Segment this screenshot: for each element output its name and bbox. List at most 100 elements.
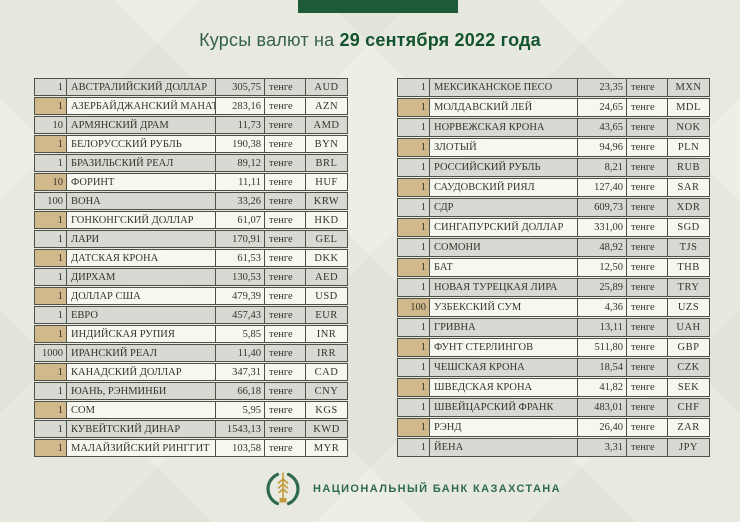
currency-name-cell: ЧЕШСКАЯ КРОНА (429, 359, 577, 376)
rate-cell: 190,38 (215, 136, 264, 152)
rate-cell: 305,75 (215, 79, 264, 95)
currency-name-cell: ФОРИНТ (66, 174, 215, 190)
currency-name-cell: ЕВРО (66, 307, 215, 323)
currency-name-cell: МЕКСИКАНСКОЕ ПЕСО (429, 79, 577, 96)
footer: НАЦИОНАЛЬНЫЙ БАНК КАЗАХСТАНА (264, 470, 561, 508)
rate-cell: 61,53 (215, 250, 264, 266)
quantity-cell: 1 (35, 440, 66, 456)
rate-cell: 11,40 (215, 345, 264, 361)
unit-cell: тенге (264, 174, 305, 190)
unit-cell: тенге (264, 383, 305, 399)
unit-cell: тенге (264, 250, 305, 266)
rate-cell: 11,11 (215, 174, 264, 190)
quantity-cell: 1 (35, 402, 66, 418)
code-cell: IRR (305, 345, 347, 361)
quantity-cell: 1 (420, 402, 426, 413)
table-row: 10 ФОРИНТ 11,11 тенге HUF (34, 173, 348, 191)
rate-cell: 331,00 (577, 219, 626, 236)
code-cell: UAH (667, 319, 709, 336)
currency-name-cell: РЭНД (429, 419, 577, 436)
rate-cell: 61,07 (215, 212, 264, 228)
quantity-cell: 1 (35, 98, 66, 114)
quantity-cell: 10 (52, 119, 64, 131)
table-row: 1 ШВЕДСКАЯ КРОНА 41,82 тенге SEK (397, 378, 710, 397)
currency-name-cell: КАНАДСКИЙ ДОЛЛАР (66, 364, 215, 380)
currency-name-cell: ВОНА (66, 193, 215, 209)
table-row: 1 ЧЕШСКАЯ КРОНА 18,54 тенге CZK (397, 358, 710, 377)
unit-cell: тенге (626, 99, 667, 116)
code-cell: BRL (305, 155, 347, 171)
quantity-cell: 1 (420, 282, 426, 293)
table-row: 1 СДР 609,73 тенге XDR (397, 198, 710, 217)
currency-name-cell: ДИРХАМ (66, 269, 215, 285)
code-cell: GEL (305, 231, 347, 247)
code-cell: EUR (305, 307, 347, 323)
rate-cell: 23,35 (577, 79, 626, 96)
unit-cell: тенге (264, 440, 305, 456)
code-cell: CHF (667, 399, 709, 416)
rate-cell: 5,95 (215, 402, 264, 418)
table-row: 1 МОЛДАВСКИЙ ЛЕЙ 24,65 тенге MDL (397, 98, 710, 117)
table-row: 1 САУДОВСКИЙ РИЯЛ 127,40 тенге SAR (397, 178, 710, 197)
table-row: 1 ДАТСКАЯ КРОНА 61,53 тенге DKK (34, 249, 348, 267)
table-row: 1 РЭНД 26,40 тенге ZAR (397, 418, 710, 437)
code-cell: MDL (667, 99, 709, 116)
code-cell: TJS (667, 239, 709, 256)
rate-cell: 170,91 (215, 231, 264, 247)
quantity-cell: 1 (420, 322, 426, 333)
code-cell: AZN (305, 98, 347, 114)
unit-cell: тенге (264, 269, 305, 285)
unit-cell: тенге (626, 299, 667, 316)
nbk-emblem-icon (266, 472, 300, 506)
quantity-cell: 1 (420, 122, 426, 133)
currency-name-cell: РОССИЙСКИЙ РУБЛЬ (429, 159, 577, 176)
quantity-cell: 1 (420, 162, 426, 173)
currency-name-cell: ШВЕЙЦАРСКИЙ ФРАНК (429, 399, 577, 416)
code-cell: HUF (305, 174, 347, 190)
quantity-cell: 1 (420, 362, 426, 373)
unit-cell: тенге (626, 399, 667, 416)
table-row: 1 ЗЛОТЫЙ 94,96 тенге PLN (397, 138, 710, 157)
currency-name-cell: ЮАНЬ, РЭНМИНБИ (66, 383, 215, 399)
quantity-cell: 1 (57, 423, 63, 435)
code-cell: AMD (305, 117, 347, 133)
unit-cell: тенге (626, 219, 667, 236)
table-row: 1 БРАЗИЛЬСКИЙ РЕАЛ 89,12 тенге BRL (34, 154, 348, 172)
unit-cell: тенге (626, 199, 667, 216)
top-ribbon (298, 0, 458, 13)
code-cell: SEK (667, 379, 709, 396)
unit-cell: тенге (626, 439, 667, 456)
table-row: 1 ИНДИЙСКАЯ РУПИЯ 5,85 тенге INR (34, 325, 348, 343)
table-row: 1 КАНАДСКИЙ ДОЛЛАР 347,31 тенге CAD (34, 363, 348, 381)
rate-cell: 13,11 (577, 319, 626, 336)
page-title: Курсы валют на 29 сентября 2022 года (0, 30, 740, 51)
currency-name-cell: ДАТСКАЯ КРОНА (66, 250, 215, 266)
unit-cell: тенге (264, 79, 305, 95)
table-row: 100 ВОНА 33,26 тенге KRW (34, 192, 348, 210)
code-cell: AUD (305, 79, 347, 95)
rate-cell: 457,43 (215, 307, 264, 323)
quantity-cell: 1 (420, 82, 426, 93)
table-row: 1 ЙЕНА 3,31 тенге JPY (397, 438, 710, 457)
unit-cell: тенге (626, 279, 667, 296)
quantity-cell: 1 (35, 326, 66, 342)
quantity-cell: 1 (35, 364, 66, 380)
currency-name-cell: ИРАНСКИЙ РЕАЛ (66, 345, 215, 361)
code-cell: UZS (667, 299, 709, 316)
unit-cell: тенге (626, 339, 667, 356)
rate-cell: 18,54 (577, 359, 626, 376)
unit-cell: тенге (264, 231, 305, 247)
quantity-cell: 1 (57, 81, 63, 93)
quantity-cell: 1 (57, 157, 63, 169)
quantity-cell: 1 (420, 202, 426, 213)
table-row: 1 МЕКСИКАНСКОЕ ПЕСО 23,35 тенге MXN (397, 78, 710, 97)
unit-cell: тенге (264, 421, 305, 437)
quantity-cell: 100 (47, 195, 63, 207)
unit-cell: тенге (264, 117, 305, 133)
rate-cell: 5,85 (215, 326, 264, 342)
quantity-cell: 1 (398, 379, 429, 396)
unit-cell: тенге (264, 212, 305, 228)
currency-name-cell: ЛАРИ (66, 231, 215, 247)
quantity-cell: 1000 (42, 347, 63, 359)
code-cell: GBP (667, 339, 709, 356)
